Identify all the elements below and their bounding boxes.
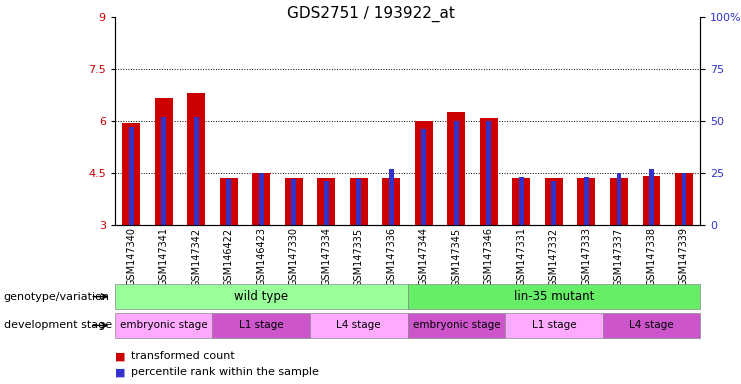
Bar: [577, 178, 595, 225]
Bar: [162, 117, 166, 225]
Bar: [324, 181, 329, 225]
Text: embryonic stage: embryonic stage: [120, 320, 207, 331]
Bar: [675, 173, 693, 225]
Bar: [448, 113, 465, 225]
Text: L1 stage: L1 stage: [239, 320, 284, 331]
Bar: [382, 178, 400, 225]
Text: transformed count: transformed count: [131, 351, 235, 361]
Bar: [350, 178, 368, 225]
Text: L4 stage: L4 stage: [629, 320, 674, 331]
Text: genotype/variation: genotype/variation: [4, 291, 110, 302]
Bar: [649, 169, 654, 225]
Bar: [610, 178, 628, 225]
Bar: [486, 121, 491, 225]
Text: lin-35 mutant: lin-35 mutant: [514, 290, 594, 303]
Bar: [285, 178, 302, 225]
Bar: [513, 178, 531, 225]
Text: L1 stage: L1 stage: [531, 320, 576, 331]
Bar: [291, 179, 296, 225]
Text: GDS2751 / 193922_at: GDS2751 / 193922_at: [287, 6, 454, 22]
Bar: [617, 173, 622, 225]
Bar: [389, 169, 393, 225]
Text: L4 stage: L4 stage: [336, 320, 381, 331]
Bar: [129, 127, 133, 225]
Bar: [642, 176, 660, 225]
Bar: [252, 173, 270, 225]
Text: embryonic stage: embryonic stage: [413, 320, 500, 331]
Bar: [545, 178, 563, 225]
Bar: [454, 121, 459, 225]
Bar: [317, 178, 335, 225]
Text: percentile rank within the sample: percentile rank within the sample: [131, 367, 319, 377]
Bar: [220, 178, 238, 225]
Bar: [519, 177, 524, 225]
Text: ■: ■: [115, 351, 125, 361]
Bar: [122, 123, 140, 225]
Bar: [155, 99, 173, 225]
Bar: [356, 179, 361, 225]
Bar: [187, 93, 205, 225]
Bar: [259, 173, 264, 225]
Bar: [193, 117, 199, 225]
Bar: [551, 181, 556, 225]
Bar: [422, 129, 426, 225]
Bar: [584, 177, 589, 225]
Text: ■: ■: [115, 367, 125, 377]
Text: wild type: wild type: [234, 290, 288, 303]
Text: development stage: development stage: [4, 320, 112, 331]
Bar: [682, 173, 686, 225]
Bar: [480, 118, 498, 225]
Bar: [226, 179, 231, 225]
Bar: [415, 121, 433, 225]
